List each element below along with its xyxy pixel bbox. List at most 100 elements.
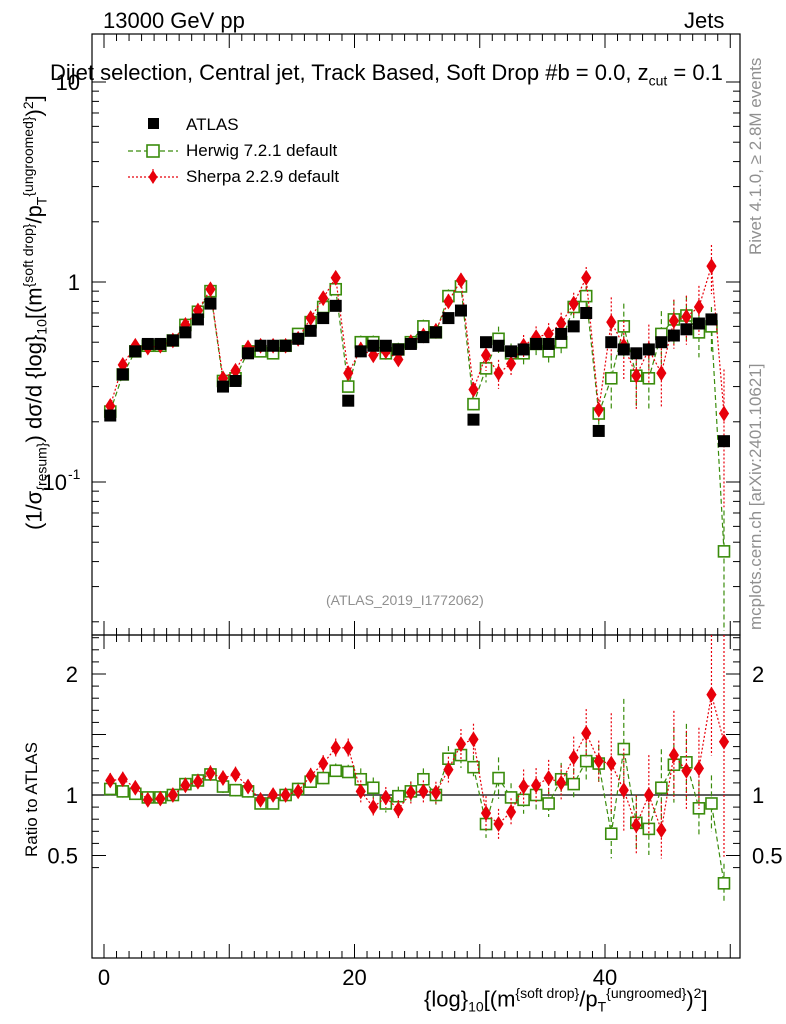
sherpa-ratio-point: [480, 805, 492, 822]
atlas-point: [329, 299, 342, 312]
sherpa-ratio-point: [142, 791, 153, 808]
atlas-point: [367, 339, 380, 352]
sherpa-ratio-point: [693, 760, 705, 777]
sherpa-ratio-point: [430, 784, 442, 801]
atlas-point: [254, 339, 267, 352]
atlas-point: [592, 424, 605, 437]
main-ytick-label-1: 1: [68, 270, 80, 295]
herwig-ratio-point: [604, 827, 618, 841]
atlas-point: [542, 337, 555, 350]
sherpa-main-point: [656, 365, 667, 382]
atlas-point: [642, 343, 655, 356]
sherpa-main-point: [606, 314, 617, 331]
sherpa-main-point: [443, 293, 454, 310]
xlabel-part-a: {log}: [424, 986, 469, 1012]
atlas-point: [692, 317, 705, 330]
legend-sherpa-label: Sherpa 2.2.9 default: [186, 167, 340, 186]
herwig-ratio-point: [542, 797, 555, 810]
ratio-ytick-label-right: 2: [752, 662, 764, 687]
sherpa-main-point: [718, 405, 730, 422]
sherpa-ratio-point: [618, 782, 629, 799]
selection-title-text: Dijet selection, Central jet, Track Base…: [50, 60, 649, 85]
atlas-point: [304, 324, 317, 337]
sherpa-ratio-point: [255, 791, 266, 808]
sherpa-ratio-point: [518, 778, 529, 795]
sherpa-ratio-point: [468, 731, 479, 748]
sherpa-ratio-point: [330, 739, 341, 756]
atlas-point: [242, 347, 255, 360]
legend-herwig: Herwig 7.2.1 default: [186, 141, 337, 161]
sherpa-main-point: [493, 365, 504, 382]
xlabel-part-j: ]: [701, 986, 708, 1012]
atlas-point: [292, 332, 305, 345]
atlas-point: [442, 312, 455, 325]
herwig-ratio-point: [504, 791, 518, 804]
sherpa-ratio-point: [167, 787, 178, 803]
herwig-ratio-point: [655, 781, 668, 795]
xlabel-part-g: {ungroomed}: [606, 985, 687, 1001]
atlas-point: [342, 394, 355, 407]
xlabel-part-f: T: [597, 998, 607, 1015]
atlas-point: [655, 336, 668, 349]
atlas-point: [392, 343, 405, 356]
sherpa-main-point: [318, 290, 329, 307]
sherpa-ratio-point: [443, 761, 454, 778]
ratio-ytick-label-left: 0.5: [47, 844, 78, 869]
xlabel-part-d: {soft drop}: [515, 985, 580, 1001]
atlas-point: [279, 339, 292, 352]
sherpa-ratio-point: [368, 799, 379, 816]
xlabel-part-c: [(m: [483, 986, 516, 1012]
selection-title-sub: cut: [648, 72, 668, 89]
herwig-ratio-point: [417, 772, 430, 786]
legend-atlas-marker: [148, 118, 159, 129]
atlas-point: [555, 327, 568, 340]
sherpa-main-point: [393, 351, 404, 368]
atlas-point: [204, 297, 217, 310]
atlas-point: [116, 368, 129, 381]
selection-title: Dijet selection, Central jet, Track Base…: [50, 60, 723, 88]
herwig-ratio-point: [329, 764, 343, 778]
sherpa-ratio-point: [706, 686, 717, 703]
herwig-ratio-point: [392, 789, 405, 803]
sherpa-ratio-point: [155, 790, 166, 807]
sherpa-ratio-point: [606, 755, 617, 772]
sherpa-main-point: [593, 401, 604, 418]
sherpa-main-point: [568, 295, 579, 312]
atlas-point: [429, 326, 442, 339]
sherpa-main-point: [368, 347, 379, 364]
herwig-ratio-point: [366, 781, 380, 795]
legend-herwig-label: Herwig 7.2.1 default: [186, 141, 338, 160]
sherpa-ratio-point: [581, 725, 592, 742]
ratio-ytick-label-left: 1: [66, 783, 78, 808]
sherpa-ratio-point: [267, 787, 279, 803]
xlabel-part-b: 10: [468, 998, 484, 1015]
sherpa-ratio-point: [681, 762, 692, 779]
sherpa-ratio-point: [130, 779, 141, 796]
herwig-ratio-point: [354, 772, 368, 786]
sherpa-ratio-point: [318, 755, 329, 772]
atlas-point: [630, 347, 643, 360]
xlabel: {log}10[(m{soft drop}/pT{ungroomed})2]: [424, 985, 708, 1015]
herwig-ratio-point: [705, 797, 718, 810]
xtick-label: 0: [98, 965, 110, 990]
herwig-main-point: [467, 397, 480, 411]
xtick-label: 40: [593, 965, 617, 990]
atlas-point: [317, 312, 330, 325]
atlas-point: [705, 313, 718, 326]
herwig-main-point: [579, 289, 593, 303]
atlas-point: [379, 339, 392, 352]
sherpa-main-point: [330, 269, 341, 286]
legend-sherpa: Sherpa 2.2.9 default: [186, 167, 339, 187]
sherpa-ratio-point: [556, 774, 567, 791]
sherpa-main-point: [480, 347, 492, 364]
atlas-point: [354, 345, 367, 358]
sherpa-main-point: [581, 269, 592, 286]
xlabel-part-e: /p: [579, 986, 598, 1012]
sherpa-ratio-point: [380, 789, 391, 806]
ratio-ytick-label-right: 1: [752, 783, 764, 808]
herwig-main-line: [109, 285, 725, 552]
legend-atlas: ATLAS: [186, 115, 239, 135]
ratio-ytick-label-right: 0.5: [752, 844, 783, 869]
atlas-point: [717, 435, 730, 448]
